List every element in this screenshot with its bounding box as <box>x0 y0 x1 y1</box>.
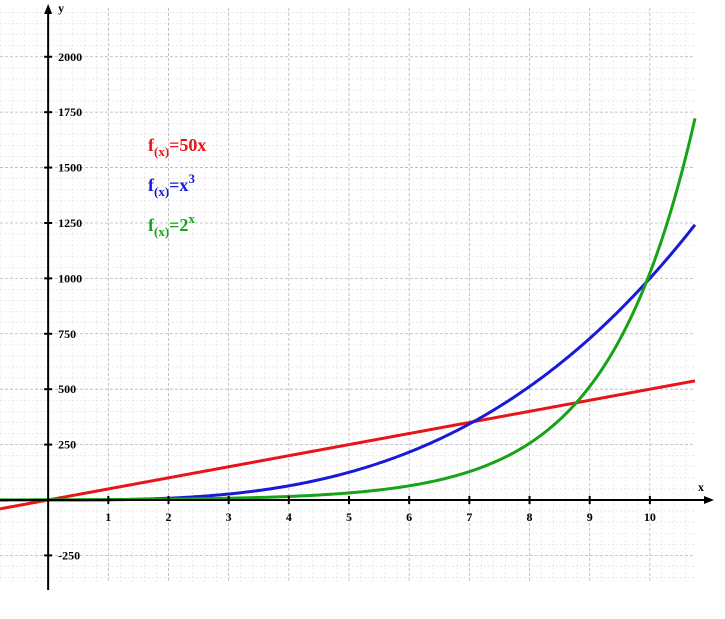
x-tick-label: 10 <box>644 510 656 524</box>
x-tick-label: 3 <box>226 510 232 524</box>
legend-entry-cubic: f(x)=x3 <box>148 171 195 199</box>
x-tick-label: 8 <box>527 510 533 524</box>
x-tick-label: 2 <box>165 510 171 524</box>
y-tick-label: -250 <box>58 548 80 562</box>
legend-label: f(x)=50x <box>148 135 206 159</box>
y-tick-label: 1750 <box>58 105 82 119</box>
axes: x y <box>0 1 714 590</box>
x-tick-label: 9 <box>587 510 593 524</box>
y-tick-label: 250 <box>58 438 76 452</box>
series-line-exponential <box>0 118 697 502</box>
legend-entry-linear: f(x)=50x <box>148 135 206 159</box>
y-tick-label: 1500 <box>58 161 82 175</box>
y-tick-label: 2000 <box>58 50 82 64</box>
minor-grid <box>0 8 695 582</box>
y-tick-label: 500 <box>58 382 76 396</box>
series-line-linear <box>0 379 696 511</box>
y-axis-arrow-icon <box>44 4 53 14</box>
x-tick-label: 1 <box>105 510 111 524</box>
major-grid <box>0 8 695 582</box>
legend: f(x)=50x f(x)=x3 f(x)=2x <box>148 135 206 239</box>
x-tick-label: 7 <box>466 510 472 524</box>
ticks: 1 2 3 4 5 6 7 8 9 10 -250 250 500 750 1000 1250 1500 1750… <box>44 50 656 562</box>
legend-label: f(x)=x3 <box>148 171 195 199</box>
legend-entry-exponential: f(x)=2x <box>148 211 195 239</box>
series-lines <box>0 118 697 511</box>
x-tick-label: 5 <box>346 510 352 524</box>
y-tick-label: 1000 <box>58 271 82 285</box>
y-axis-label: y <box>58 1 64 15</box>
x-tick-label: 4 <box>286 510 292 524</box>
series-line-cubic <box>0 223 697 502</box>
x-axis-arrow-icon <box>704 496 714 504</box>
y-tick-label: 750 <box>58 327 76 341</box>
y-tick-label: 1250 <box>58 216 82 230</box>
x-axis-label: x <box>698 480 704 494</box>
legend-label: f(x)=2x <box>148 211 195 239</box>
x-tick-label: 6 <box>406 510 412 524</box>
